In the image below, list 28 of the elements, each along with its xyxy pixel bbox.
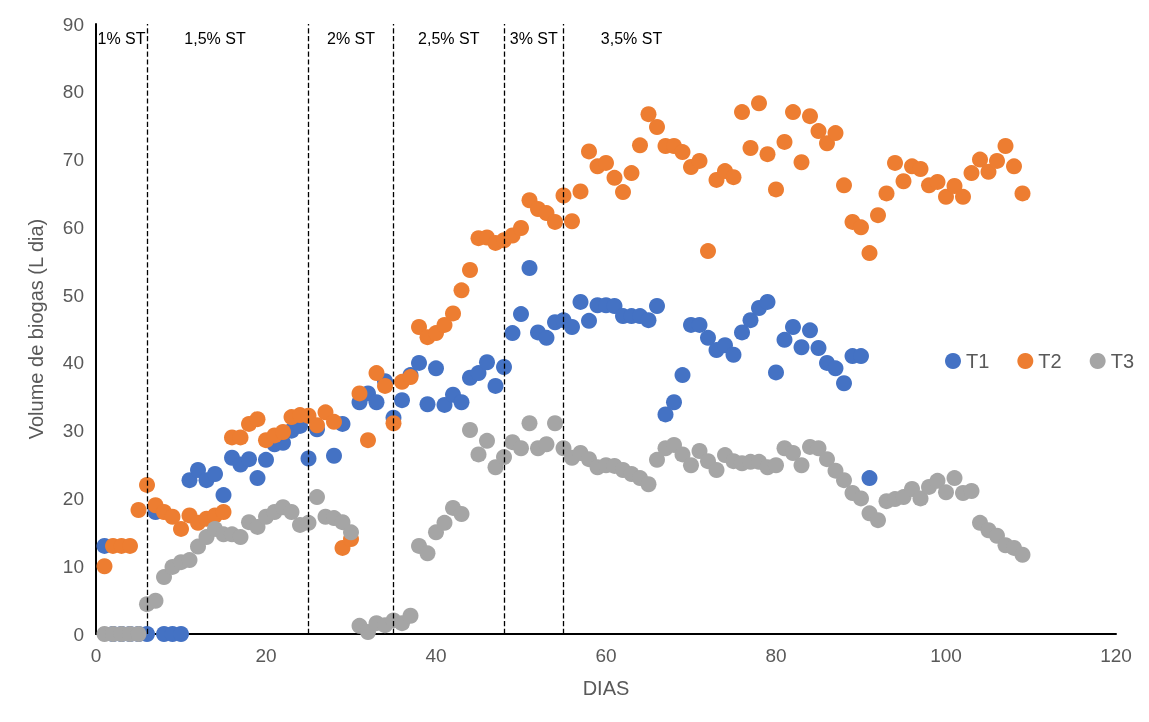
annotation: 3,5% ST — [600, 29, 663, 47]
y-tick-label: 20 — [62, 487, 84, 509]
y-tick-label: 70 — [62, 149, 84, 171]
annotation: 1,5% ST — [184, 29, 246, 47]
y-tick-label: 60 — [62, 216, 84, 238]
legend-label: T1 — [965, 350, 990, 372]
y-axis-title: Volume de biogas (L dia) — [25, 218, 47, 440]
y-tick-label: 10 — [62, 555, 84, 577]
y-tick-label: 0 — [73, 623, 84, 645]
x-tick-label: 100 — [930, 645, 962, 666]
x-tick-label: 60 — [595, 645, 617, 666]
x-tick-label: 0 — [90, 645, 102, 666]
legend-label: T2 — [1038, 350, 1062, 372]
y-tick-label: 80 — [62, 81, 84, 103]
x-tick-label: 80 — [765, 645, 787, 666]
y-tick-label: 30 — [62, 420, 84, 442]
x-tick-label: 20 — [255, 645, 277, 666]
y-tick-label: 90 — [62, 13, 84, 35]
annotation: 3% ST — [509, 29, 558, 47]
y-tick-label: 50 — [62, 284, 84, 306]
annotation: 2,5% ST — [418, 29, 480, 47]
annotation: 1% ST — [97, 29, 146, 47]
y-tick-label: 40 — [62, 352, 84, 374]
x-tick-label: 120 — [1100, 645, 1132, 666]
x-tick-label: 40 — [425, 645, 447, 666]
annotation: 2% ST — [326, 29, 376, 47]
x-axis-title: DIAS — [582, 677, 630, 699]
legend-label: T3 — [1110, 350, 1134, 372]
